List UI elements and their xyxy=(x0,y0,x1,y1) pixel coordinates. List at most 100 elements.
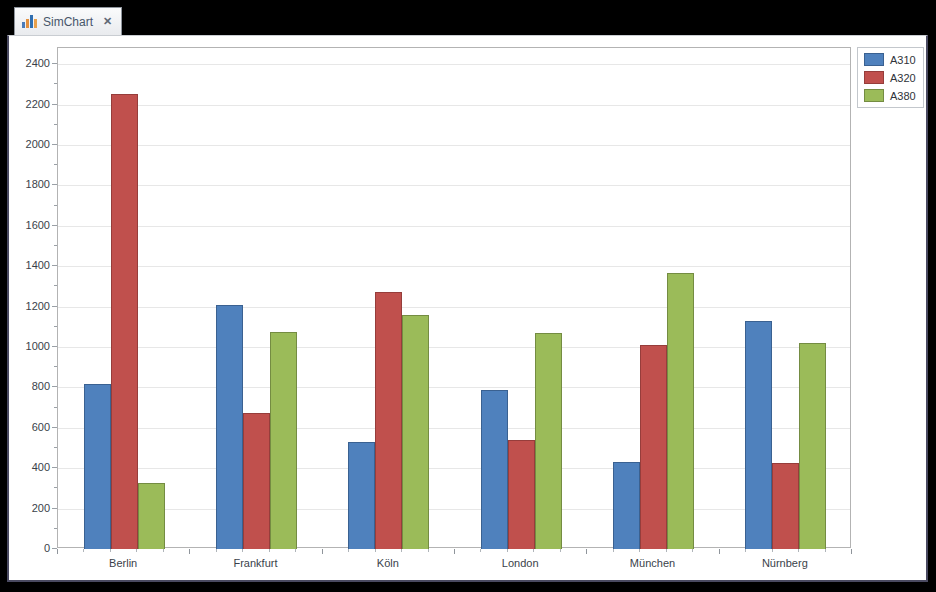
bar-a320-london[interactable] xyxy=(508,440,535,549)
legend-swatch-a380 xyxy=(864,89,884,102)
y-axis-label: 200 xyxy=(9,502,50,514)
y-axis-minor-tick xyxy=(54,326,57,327)
plot-area xyxy=(57,47,851,548)
tab-strip: SimChart ✕ xyxy=(7,5,929,35)
y-axis-minor-tick xyxy=(54,407,57,408)
y-axis-minor-tick xyxy=(54,447,57,448)
y-axis-major-tick xyxy=(52,427,57,428)
bar-a310-frankfurt[interactable] xyxy=(216,305,243,549)
y-axis-major-tick xyxy=(52,508,57,509)
y-axis-label: 600 xyxy=(9,421,50,433)
y-axis-label: 2400 xyxy=(9,57,50,69)
x-axis-minor-tick xyxy=(375,549,376,552)
y-axis-minor-tick xyxy=(54,245,57,246)
y-axis-minor-tick xyxy=(54,366,57,367)
gridline xyxy=(58,428,850,429)
x-axis-minor-tick xyxy=(110,549,111,552)
chart: A310A320A380 020040060080010001200140016… xyxy=(9,36,926,580)
legend-swatch-a310 xyxy=(864,53,884,66)
x-axis-major-tick xyxy=(189,549,190,554)
tab-title: SimChart xyxy=(43,15,93,29)
legend-label: A310 xyxy=(890,54,916,66)
gridline xyxy=(58,266,850,267)
x-axis-minor-tick xyxy=(825,549,826,552)
gridline xyxy=(58,105,850,106)
tab-simchart[interactable]: SimChart ✕ xyxy=(14,7,122,35)
bar-a320-nürnberg[interactable] xyxy=(772,463,799,549)
x-axis-minor-tick xyxy=(692,549,693,552)
x-axis-minor-tick xyxy=(533,549,534,552)
gridline xyxy=(58,145,850,146)
x-axis-minor-tick xyxy=(242,549,243,552)
x-axis-major-tick xyxy=(719,549,720,554)
x-axis-minor-tick xyxy=(401,549,402,552)
x-axis-minor-tick xyxy=(163,549,164,552)
y-axis-major-tick xyxy=(52,346,57,347)
bar-a310-berlin[interactable] xyxy=(84,384,111,549)
y-axis-major-tick xyxy=(52,104,57,105)
x-axis-minor-tick xyxy=(348,549,349,552)
legend: A310 A320 A380 xyxy=(857,47,924,108)
y-axis-label: 0 xyxy=(9,542,50,554)
x-axis-major-tick xyxy=(322,549,323,554)
y-axis-minor-tick xyxy=(54,124,57,125)
bar-a380-berlin[interactable] xyxy=(138,483,165,549)
y-axis-label: 400 xyxy=(9,461,50,473)
bar-a320-münchen[interactable] xyxy=(640,345,667,549)
app-window: SimChart ✕ A310A320A380 0200400600800100… xyxy=(0,0,936,592)
y-axis-major-tick xyxy=(52,184,57,185)
bar-a310-nürnberg[interactable] xyxy=(745,321,772,549)
gridline xyxy=(58,509,850,510)
y-axis-label: 1200 xyxy=(9,300,50,312)
legend-item-a320[interactable]: A320 xyxy=(864,71,917,84)
y-axis-minor-tick xyxy=(54,528,57,529)
x-axis-label-nürnberg: Nürnberg xyxy=(725,557,845,569)
y-axis-label: 1400 xyxy=(9,259,50,271)
content-panel: A310A320A380 020040060080010001200140016… xyxy=(7,35,928,582)
legend-label: A320 xyxy=(890,72,916,84)
x-axis-minor-tick xyxy=(216,549,217,552)
y-axis-minor-tick xyxy=(54,487,57,488)
legend-swatch-a320 xyxy=(864,71,884,84)
legend-item-a380[interactable]: A380 xyxy=(864,89,917,102)
bar-a310-münchen[interactable] xyxy=(613,462,640,549)
bar-a380-köln[interactable] xyxy=(402,315,429,549)
x-axis-minor-tick xyxy=(136,549,137,552)
x-axis-minor-tick xyxy=(798,549,799,552)
bar-a310-köln[interactable] xyxy=(348,442,375,549)
y-axis-major-tick xyxy=(52,306,57,307)
bar-a380-frankfurt[interactable] xyxy=(270,332,297,549)
gridline xyxy=(58,226,850,227)
y-axis-major-tick xyxy=(52,386,57,387)
bar-a320-köln[interactable] xyxy=(375,292,402,549)
bar-chart-icon xyxy=(22,15,37,28)
x-axis-minor-tick xyxy=(613,549,614,552)
bar-a310-london[interactable] xyxy=(481,390,508,549)
y-axis-minor-tick xyxy=(54,285,57,286)
close-icon[interactable]: ✕ xyxy=(103,15,112,28)
x-axis-major-tick xyxy=(851,549,852,554)
bar-a380-münchen[interactable] xyxy=(667,273,694,549)
bar-a380-nürnberg[interactable] xyxy=(799,343,826,549)
y-axis-label: 2200 xyxy=(9,98,50,110)
y-axis-minor-tick xyxy=(54,164,57,165)
x-axis-minor-tick xyxy=(507,549,508,552)
bar-a320-frankfurt[interactable] xyxy=(243,413,270,549)
bar-a320-berlin[interactable] xyxy=(111,94,138,549)
x-axis-minor-tick xyxy=(639,549,640,552)
x-axis-label-berlin: Berlin xyxy=(63,557,183,569)
x-axis-minor-tick xyxy=(269,549,270,552)
y-axis-minor-tick xyxy=(54,83,57,84)
x-axis-minor-tick xyxy=(428,549,429,552)
legend-label: A380 xyxy=(890,90,916,102)
x-axis-minor-tick xyxy=(745,549,746,552)
y-axis-label: 2000 xyxy=(9,138,50,150)
y-axis-label: 1000 xyxy=(9,340,50,352)
y-axis-major-tick xyxy=(52,467,57,468)
y-axis-label: 1800 xyxy=(9,178,50,190)
gridline xyxy=(58,387,850,388)
bar-a380-london[interactable] xyxy=(535,333,562,549)
gridline xyxy=(58,468,850,469)
y-axis-label: 1600 xyxy=(9,219,50,231)
legend-item-a310[interactable]: A310 xyxy=(864,53,917,66)
